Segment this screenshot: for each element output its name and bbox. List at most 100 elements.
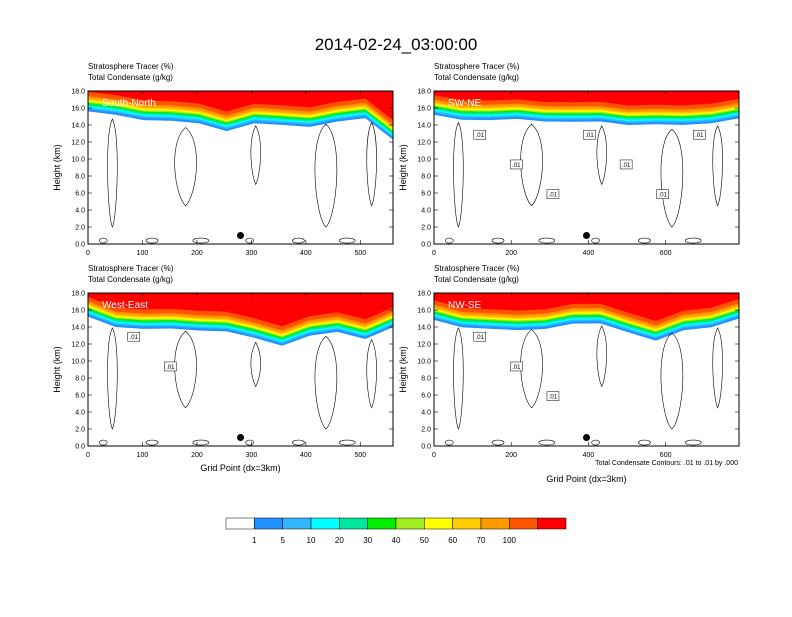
contour-label-box xyxy=(546,189,560,199)
y-tick-label: 6.0 xyxy=(75,393,85,400)
x-tick-label: 200 xyxy=(191,452,203,459)
colorbar-label: 50 xyxy=(420,536,429,545)
tracer-band-100 xyxy=(88,91,393,121)
contour-label: .01 xyxy=(695,133,704,139)
y-tick-label: 4.0 xyxy=(75,208,85,215)
y-tick-label: 14.0 xyxy=(71,325,85,332)
contour-label: .01 xyxy=(130,335,139,341)
condensate-contour xyxy=(98,439,108,446)
condensate-contour xyxy=(98,237,108,244)
colorbar-swatch xyxy=(367,517,397,530)
condensate-contour xyxy=(366,339,377,409)
y-tick-label: 18.0 xyxy=(71,89,85,96)
contour-label: .01 xyxy=(659,193,668,199)
condensate-contour xyxy=(538,439,556,446)
contour-label: .01 xyxy=(476,335,485,341)
contour-label-box xyxy=(127,331,140,342)
y-tick-label: 8.0 xyxy=(75,376,85,383)
panel-cross-section-label: South-North xyxy=(102,98,156,109)
panel-subtitle-tracer: Stratosphere Tracer (%) xyxy=(88,62,174,71)
colorbar: 1 5 10 20 30 40 50 60 70 100 xyxy=(225,517,567,545)
x-tick-label: 300 xyxy=(246,250,258,257)
condensate-contour xyxy=(366,121,377,207)
condensate-contour xyxy=(684,439,702,446)
panel-frame xyxy=(433,292,740,447)
y-axis-label: Height (km) xyxy=(52,144,62,191)
condensate-contour xyxy=(192,439,210,446)
contour-label: .01 xyxy=(585,133,594,139)
colorbar-label: 10 xyxy=(307,536,316,545)
condensate-contour xyxy=(292,439,305,446)
y-tick-label: 4.0 xyxy=(421,410,431,417)
condensate-contour xyxy=(245,439,254,446)
x-tick-label: 400 xyxy=(300,250,312,257)
y-tick-label: 6.0 xyxy=(421,191,431,198)
contour-label: .01 xyxy=(549,395,558,401)
tracer-band-100 xyxy=(434,91,739,106)
panel-plot-area: South-North xyxy=(88,91,393,244)
contour-label-box xyxy=(473,129,486,140)
panel-plot-area: .01 .01 .01 NW-SE xyxy=(434,293,739,446)
contour-label-box xyxy=(473,331,486,342)
condensate-contour xyxy=(444,237,454,244)
colorbar-swatch xyxy=(537,517,567,530)
contour-label: .01 xyxy=(476,133,485,139)
condensate-contour xyxy=(712,125,723,207)
panels: Stratosphere Tracer (%) Total Condensate … xyxy=(52,62,740,484)
condensate-contour xyxy=(314,123,338,228)
condensate-contour xyxy=(638,439,651,446)
y-tick-label: 10.0 xyxy=(71,359,85,366)
x-tick-label: 200 xyxy=(191,250,203,257)
condensate-contour xyxy=(491,237,505,244)
contour-label-box xyxy=(583,129,596,140)
colorbar-swatch xyxy=(395,517,425,530)
y-tick-label: 2.0 xyxy=(75,225,85,232)
condensate-contour xyxy=(245,237,254,244)
contour-label-box xyxy=(693,129,706,140)
condensate-contour xyxy=(591,237,600,244)
colorbar-swatch xyxy=(225,517,255,530)
colorbar-swatch xyxy=(424,517,453,530)
condensate-contour xyxy=(107,118,118,228)
condensate-contour xyxy=(338,237,356,244)
y-tick-label: 10.0 xyxy=(417,359,431,366)
y-tick-label: 0.0 xyxy=(75,242,85,249)
contour-label: .01 xyxy=(166,365,175,371)
y-tick-label: 18.0 xyxy=(417,291,431,298)
panel-subtitle-condensate: Total Condensate (g/kg) xyxy=(88,73,173,82)
x-tick-label: 0 xyxy=(432,250,436,257)
condensate-contour xyxy=(591,439,600,446)
y-tick-label: 12.0 xyxy=(417,140,431,147)
location-marker xyxy=(237,232,244,239)
y-tick-label: 0.0 xyxy=(421,444,431,451)
panel-subtitle-tracer: Stratosphere Tracer (%) xyxy=(88,264,174,273)
condensate-contour xyxy=(596,325,607,388)
panel-sw-ne: Stratosphere Tracer (%) Total Condensate … xyxy=(398,62,740,257)
panel-west-east: Stratosphere Tracer (%) Total Condensate … xyxy=(52,264,394,473)
panel-frame xyxy=(87,292,394,447)
contour-label-box xyxy=(656,189,669,199)
condensate-contour xyxy=(712,327,723,409)
y-tick-label: 16.0 xyxy=(417,308,431,315)
y-tick-label: 2.0 xyxy=(75,427,85,434)
colorbar-swatch xyxy=(310,517,340,530)
condensate-contour xyxy=(520,123,543,207)
condensate-contour xyxy=(250,125,261,186)
x-tick-label: 400 xyxy=(583,250,595,257)
condensate-contour xyxy=(453,121,464,228)
panel-subtitle-tracer: Stratosphere Tracer (%) xyxy=(434,264,520,273)
y-tick-label: 18.0 xyxy=(71,291,85,298)
panel-subtitle-tracer: Stratosphere Tracer (%) xyxy=(434,62,520,71)
y-tick-label: 10.0 xyxy=(71,157,85,164)
y-tick-label: 8.0 xyxy=(421,174,431,181)
x-tick-label: 100 xyxy=(137,452,149,459)
condensate-contour xyxy=(145,237,159,244)
contour-label: .01 xyxy=(512,365,521,371)
contour-footnote: Total Condensate Contours: .01 to .01 by… xyxy=(595,460,738,467)
x-tick-label: 500 xyxy=(354,452,366,459)
y-axis-label: Height (km) xyxy=(52,346,62,393)
condensate-contour xyxy=(453,327,464,430)
contour-label: .01 xyxy=(622,163,631,169)
x-tick-label: 500 xyxy=(354,250,366,257)
